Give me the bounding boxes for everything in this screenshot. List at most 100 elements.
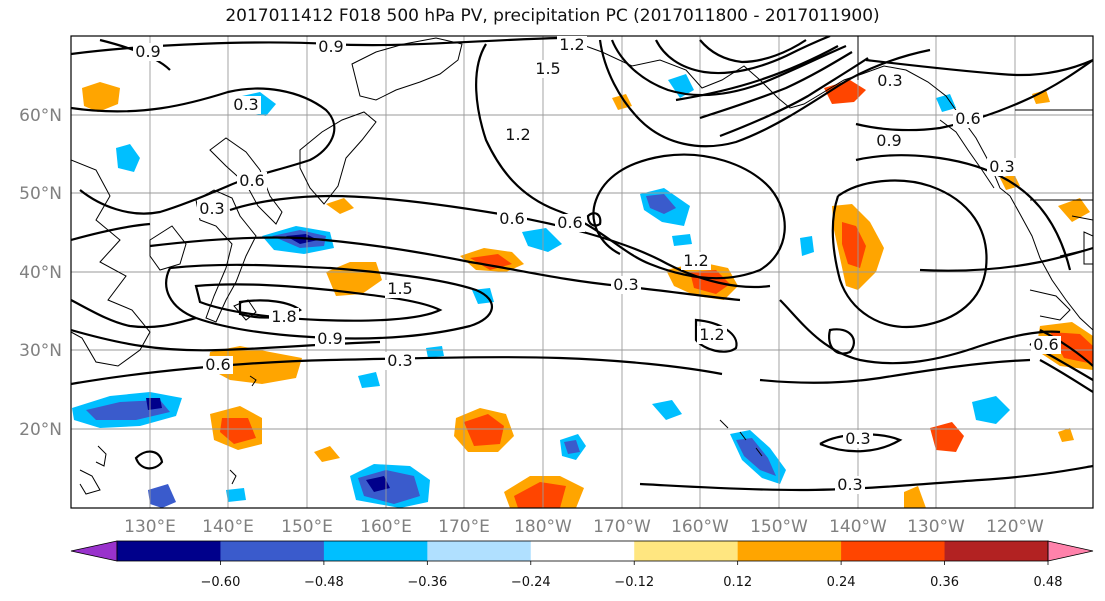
precip-negative-blob <box>116 144 140 172</box>
map-title: 2017011412 F018 500 hPa PV, precipitatio… <box>225 6 880 26</box>
contour-label-background <box>1031 336 1061 354</box>
contour-label: 0.9 <box>876 131 901 150</box>
precip-negative-blob <box>564 440 580 454</box>
contour-label-background <box>533 60 563 78</box>
contour-label-background <box>987 158 1017 176</box>
precip-negative-blob <box>972 396 1010 424</box>
precip-negative-blob <box>652 400 682 420</box>
contour-label-background <box>385 280 415 298</box>
colorbar-tick-label: 0.36 <box>930 575 959 590</box>
longitude-label: 130°W <box>907 517 965 537</box>
contour-label-background <box>316 38 346 56</box>
contour-label: 1.2 <box>559 35 584 54</box>
precip-negative-blob <box>366 476 390 492</box>
colorbar-segment <box>944 541 1049 561</box>
colorbar-tick-label: −0.24 <box>511 575 551 590</box>
latitude-label: 60°N <box>19 106 62 126</box>
contour-label-background <box>269 308 299 326</box>
precip-negative-blob <box>522 228 562 252</box>
precip-positive-blob <box>514 482 566 508</box>
contour-labels: 0.9 0.9 1.2 1.5 0.3 0.3 0.6 1.2 0.9 0.3 0.6 0.3 0.6 0… <box>133 35 1061 494</box>
colorbar-tick-label: 0.24 <box>827 575 856 590</box>
colorbar-segment <box>427 541 532 561</box>
latitude-label: 40°N <box>19 263 62 283</box>
colorbar-segment <box>737 541 842 561</box>
contour-label-background <box>875 72 905 90</box>
contour-label: 0.3 <box>387 351 412 370</box>
contour-label: 0.6 <box>557 213 582 232</box>
map-panel: 0.9 0.9 1.2 1.5 0.3 0.3 0.6 1.2 0.9 0.3 0.6 0.3 0.6 0… <box>70 35 1094 509</box>
longitude-label: 170°W <box>593 517 651 537</box>
latitude-label: 50°N <box>19 184 62 204</box>
precip-positive-blob <box>842 222 866 268</box>
longitude-label: 150°E <box>281 517 333 537</box>
contour-label-background <box>385 352 415 370</box>
latitude-label: 20°N <box>19 420 62 440</box>
longitude-labels: 130°E 140°E 150°E 160°E 170°E 180°W 170°W 160°W… <box>124 517 1044 537</box>
contour-label-background <box>681 252 711 270</box>
contour-label: 0.3 <box>989 157 1014 176</box>
contour-label-background <box>555 214 585 232</box>
longitude-label: 160°E <box>360 517 412 537</box>
precip-negative-blob <box>358 372 380 388</box>
colorbar-segment <box>323 541 428 561</box>
precip-negative-blob <box>672 234 692 246</box>
longitude-label: 170°E <box>438 517 490 537</box>
contour-label: 1.8 <box>271 307 296 326</box>
contour-label-background <box>835 476 865 494</box>
precip-negative-blob <box>146 398 162 410</box>
colorbar-segment <box>220 541 325 561</box>
contour-label: 0.9 <box>135 42 160 61</box>
contour-label-background <box>231 96 261 114</box>
colorbar-tick-label: 0.12 <box>723 575 752 590</box>
colorbar-extend-high <box>1047 540 1094 562</box>
contour-label: 0.6 <box>499 209 524 228</box>
precip-positive-blob <box>220 418 256 444</box>
precip-negative-blob <box>800 236 814 256</box>
contour-label: 0.3 <box>837 475 862 494</box>
colorbar-segment <box>634 541 739 561</box>
contour-label-background <box>203 356 233 374</box>
precip-positive-blob <box>1032 90 1050 104</box>
contour-label: 1.2 <box>699 325 724 344</box>
colorbar-tick-label: −0.36 <box>407 575 447 590</box>
precip-positive-blob <box>326 198 354 214</box>
colorbar-frame <box>116 540 1049 562</box>
contour-label-background <box>843 430 873 448</box>
contour-label-background <box>874 132 904 150</box>
contour-label-background <box>697 326 727 344</box>
longitude-label: 120°W <box>986 517 1044 537</box>
longitude-label: 160°W <box>671 517 729 537</box>
longitude-label: 180°W <box>514 517 572 537</box>
contour-label: 1.2 <box>505 125 530 144</box>
contour-label: 0.6 <box>205 355 230 374</box>
colorbar-tick-label: −0.12 <box>614 575 654 590</box>
precip-negative-blob <box>148 484 176 508</box>
precip-negative-blob <box>472 288 494 304</box>
precip-positive-blob <box>208 346 302 384</box>
precip-positive-blob <box>82 82 120 112</box>
precip-negative-blob <box>736 438 776 476</box>
precip-negative-blob <box>668 74 694 98</box>
contour-label-background <box>497 210 527 228</box>
colorbar-tick-label: −0.48 <box>304 575 344 590</box>
contour-label-background <box>197 200 227 218</box>
contour-label-background <box>557 36 587 54</box>
contour-label: 1.5 <box>387 279 412 298</box>
longitude-label: 140°W <box>829 517 887 537</box>
latitude-label: 30°N <box>19 341 62 361</box>
colorbar-extend-low <box>70 540 118 562</box>
contour-label: 0.3 <box>845 429 870 448</box>
contour-label: 1.2 <box>683 251 708 270</box>
precip-positive-blob <box>470 254 512 270</box>
contour-label: 0.9 <box>317 329 342 348</box>
colorbar-segment <box>841 541 946 561</box>
contour-label: 0.6 <box>955 109 980 128</box>
precip-positive-blob <box>904 486 926 508</box>
precip-negative-blob <box>226 488 246 502</box>
precip-negative-blob <box>426 346 444 358</box>
contour-label: 0.6 <box>239 171 264 190</box>
precip-positive-blob <box>1058 198 1090 222</box>
colorbar-segment <box>530 541 635 561</box>
